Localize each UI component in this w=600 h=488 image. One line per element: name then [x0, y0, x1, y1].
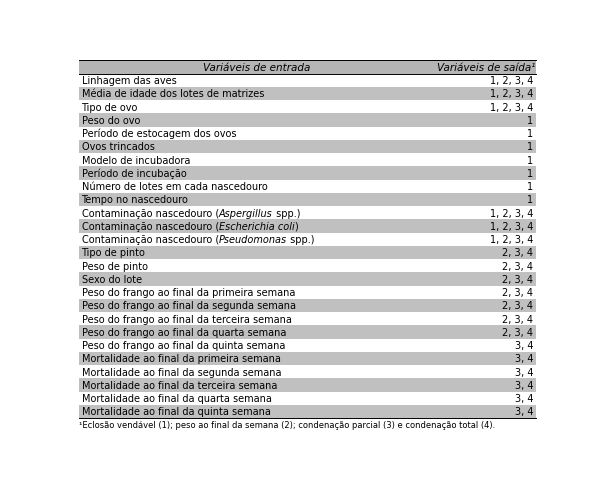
- Text: Número de lotes em cada nascedouro: Número de lotes em cada nascedouro: [82, 182, 267, 192]
- Text: Peso de pinto: Peso de pinto: [82, 261, 148, 271]
- Text: 1, 2, 3, 4: 1, 2, 3, 4: [490, 102, 533, 112]
- Text: Linhagem das aves: Linhagem das aves: [82, 76, 176, 86]
- Text: 1: 1: [527, 155, 533, 165]
- Text: Pseudomonas: Pseudomonas: [219, 235, 287, 244]
- Text: 3, 4: 3, 4: [515, 367, 533, 377]
- Text: Tipo de ovo: Tipo de ovo: [82, 102, 138, 112]
- Bar: [79, 206, 536, 220]
- Text: 1, 2, 3, 4: 1, 2, 3, 4: [490, 235, 533, 244]
- Bar: [79, 141, 536, 154]
- Text: Variáveis de entrada: Variáveis de entrada: [203, 63, 311, 73]
- Bar: [79, 220, 536, 233]
- Bar: [79, 180, 536, 193]
- Text: 1: 1: [527, 142, 533, 152]
- Text: 2, 3, 4: 2, 3, 4: [502, 314, 533, 324]
- Text: 1, 2, 3, 4: 1, 2, 3, 4: [490, 208, 533, 218]
- Text: Contaminação nascedouro (: Contaminação nascedouro (: [82, 208, 219, 218]
- Bar: [79, 193, 536, 206]
- Text: ): ): [295, 222, 298, 231]
- Text: Peso do frango ao final da quarta semana: Peso do frango ao final da quarta semana: [82, 327, 286, 337]
- Bar: [79, 379, 536, 392]
- Bar: [79, 312, 536, 325]
- Text: Peso do frango ao final da segunda semana: Peso do frango ao final da segunda seman…: [82, 301, 296, 311]
- Text: Ovos trincados: Ovos trincados: [82, 142, 154, 152]
- Bar: [79, 299, 536, 312]
- Text: 3, 4: 3, 4: [515, 380, 533, 390]
- Bar: [79, 366, 536, 379]
- Text: Tipo de pinto: Tipo de pinto: [82, 248, 145, 258]
- Bar: [79, 392, 536, 405]
- Text: 2, 3, 4: 2, 3, 4: [502, 301, 533, 311]
- Bar: [79, 286, 536, 299]
- Text: 1, 2, 3, 4: 1, 2, 3, 4: [490, 222, 533, 231]
- Bar: [79, 233, 536, 246]
- Text: spp.): spp.): [287, 235, 314, 244]
- Text: 1: 1: [527, 116, 533, 126]
- Text: 2, 3, 4: 2, 3, 4: [502, 287, 533, 298]
- Text: Peso do ovo: Peso do ovo: [82, 116, 140, 126]
- Bar: [79, 88, 536, 101]
- Text: 3, 4: 3, 4: [515, 354, 533, 364]
- Text: Variáveis de saída¹: Variáveis de saída¹: [437, 63, 535, 73]
- Text: Média de idade dos lotes de matrizes: Média de idade dos lotes de matrizes: [82, 89, 264, 99]
- Bar: [79, 325, 536, 339]
- Text: 1, 2, 3, 4: 1, 2, 3, 4: [490, 76, 533, 86]
- Text: 1: 1: [527, 195, 533, 205]
- Text: Peso do frango ao final da primeira semana: Peso do frango ao final da primeira sema…: [82, 287, 295, 298]
- Text: Sexo do lote: Sexo do lote: [82, 274, 142, 285]
- Bar: [79, 167, 536, 180]
- Text: Mortalidade ao final da segunda semana: Mortalidade ao final da segunda semana: [82, 367, 281, 377]
- Text: Mortalidade ao final da primeira semana: Mortalidade ao final da primeira semana: [82, 354, 280, 364]
- Text: Peso do frango ao final da quinta semana: Peso do frango ao final da quinta semana: [82, 341, 285, 350]
- Text: 3, 4: 3, 4: [515, 407, 533, 417]
- Bar: [79, 114, 536, 127]
- Text: spp.): spp.): [272, 208, 300, 218]
- Text: Tempo no nascedouro: Tempo no nascedouro: [82, 195, 188, 205]
- Text: 2, 3, 4: 2, 3, 4: [502, 274, 533, 285]
- Text: Mortalidade ao final da terceira semana: Mortalidade ao final da terceira semana: [82, 380, 277, 390]
- Bar: [79, 127, 536, 141]
- Text: Mortalidade ao final da quarta semana: Mortalidade ao final da quarta semana: [82, 393, 271, 403]
- Bar: [79, 61, 536, 74]
- Text: Escherichia coli: Escherichia coli: [219, 222, 295, 231]
- Bar: [79, 339, 536, 352]
- Bar: [79, 273, 536, 286]
- Text: Contaminação nascedouro (: Contaminação nascedouro (: [82, 235, 219, 244]
- Bar: [79, 260, 536, 273]
- Text: 1, 2, 3, 4: 1, 2, 3, 4: [490, 89, 533, 99]
- Text: ¹Eclosão vendável (1); peso ao final da semana (2); condenação parcial (3) e con: ¹Eclosão vendável (1); peso ao final da …: [79, 420, 495, 428]
- Text: Peso do frango ao final da terceira semana: Peso do frango ao final da terceira sema…: [82, 314, 292, 324]
- Text: 3, 4: 3, 4: [515, 393, 533, 403]
- Text: Contaminação nascedouro (: Contaminação nascedouro (: [82, 222, 219, 231]
- Text: 1: 1: [527, 129, 533, 139]
- Text: 1: 1: [527, 168, 533, 179]
- Text: 2, 3, 4: 2, 3, 4: [502, 261, 533, 271]
- Text: Período de incubação: Período de incubação: [82, 168, 186, 179]
- Bar: [79, 352, 536, 366]
- Text: 3, 4: 3, 4: [515, 341, 533, 350]
- Bar: [79, 74, 536, 88]
- Text: Mortalidade ao final da quinta semana: Mortalidade ao final da quinta semana: [82, 407, 271, 417]
- Text: 2, 3, 4: 2, 3, 4: [502, 327, 533, 337]
- Bar: [79, 246, 536, 260]
- Text: Período de estocagem dos ovos: Período de estocagem dos ovos: [82, 129, 236, 139]
- Text: 1: 1: [527, 182, 533, 192]
- Text: Modelo de incubadora: Modelo de incubadora: [82, 155, 190, 165]
- Bar: [79, 101, 536, 114]
- Bar: [79, 405, 536, 418]
- Bar: [79, 154, 536, 167]
- Text: Aspergillus: Aspergillus: [219, 208, 272, 218]
- Text: 2, 3, 4: 2, 3, 4: [502, 248, 533, 258]
